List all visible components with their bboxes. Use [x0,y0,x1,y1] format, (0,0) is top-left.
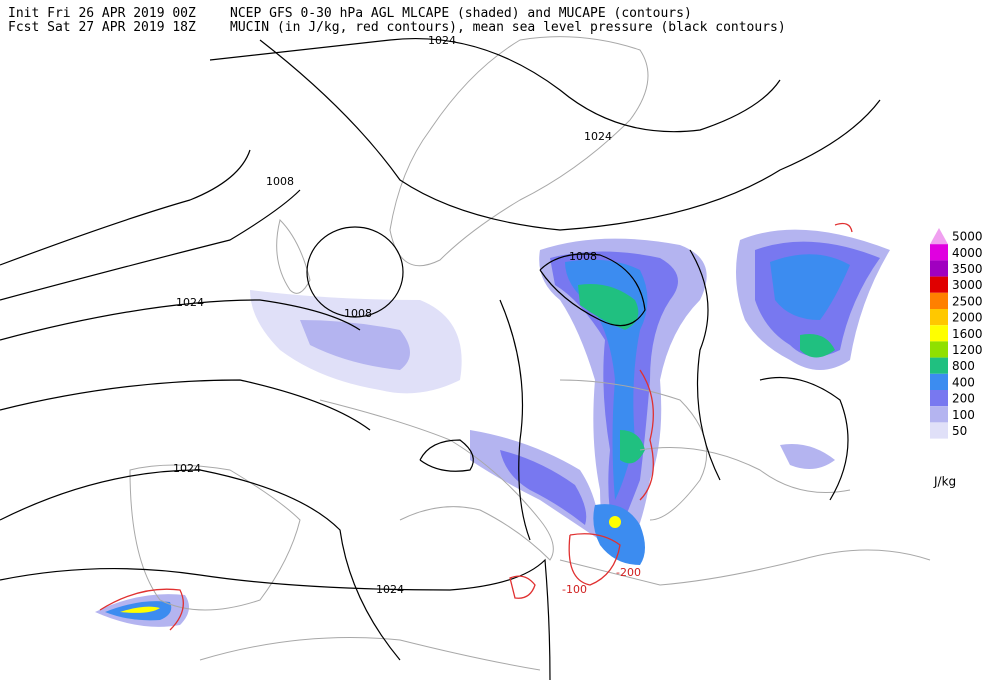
legend-swatch [930,260,948,277]
legend-label: 1600 [952,327,983,341]
legend-swatch [930,373,948,390]
legend-swatch [930,325,948,342]
legend-swatch [930,292,948,309]
isobar-label: 1024 [173,462,201,475]
cin-label: -100 [562,583,587,596]
legend-swatch [930,228,948,245]
isobars [0,37,881,680]
legend-label: 400 [952,375,975,389]
isobar-label: 1024 [428,34,456,47]
forecast-time: Fcst Sat 27 APR 2019 18Z [8,20,196,35]
legend-label: 2000 [952,311,983,325]
coastlines [129,36,931,671]
legend-swatch [930,341,948,358]
isobar-label: 1008 [266,175,294,188]
legend-label: 800 [952,359,975,373]
cin-label: -200 [616,566,641,579]
legend-swatch [930,276,948,293]
legend-label: 4000 [952,246,983,260]
legend-swatch [930,309,948,326]
isobar-label: 1024 [376,583,404,596]
init-time: Init Fri 26 APR 2019 00Z [8,6,196,21]
legend-label: 100 [952,408,975,422]
legend-swatch [930,390,948,407]
legend-swatch [930,422,948,439]
isobar-label: 1008 [569,250,597,263]
cape-shading [95,229,890,627]
isobar-label: 1024 [584,130,612,143]
legend-label: 5000 [952,230,983,244]
legend-swatch [930,357,948,374]
cin-contours [99,222,853,631]
legend-swatch [930,244,948,261]
color-legend: 5000 4000 3500 3000 2500 2000 1600 1200 800 400 20… [930,228,983,439]
legend-label: 3500 [952,262,983,276]
isobar-label: 1008 [344,307,372,320]
isobar-label: 1024 [176,296,204,309]
title-line-2: MUCIN (in J/kg, red contours), mean sea … [230,20,786,35]
legend-swatch [930,406,948,423]
legend-label: 1200 [952,343,983,357]
title-line-1: NCEP GFS 0-30 hPa AGL MLCAPE (shaded) an… [230,6,692,21]
legend-label: 200 [952,392,975,406]
legend-unit: J/kg [933,475,956,489]
legend-label: 3000 [952,278,983,292]
legend-label: 50 [952,424,967,438]
legend-label: 2500 [952,294,983,308]
